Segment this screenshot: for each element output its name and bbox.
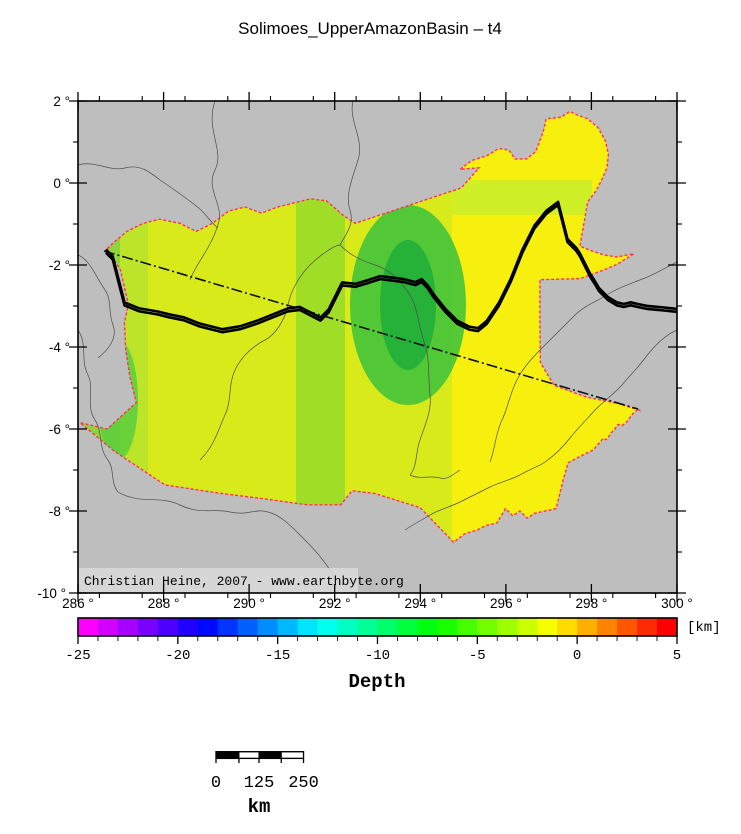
svg-text:288 °: 288 °	[148, 596, 180, 611]
svg-text:-15: -15	[265, 648, 290, 664]
svg-text:296 °: 296 °	[490, 596, 522, 611]
svg-text:Christian Heine, 2007 - www.ea: Christian Heine, 2007 - www.earthbyte.or…	[84, 574, 404, 589]
svg-text:km: km	[248, 796, 271, 818]
svg-text:125: 125	[244, 774, 275, 793]
svg-text:-4 °: -4 °	[49, 340, 70, 355]
svg-text:-6 °: -6 °	[49, 422, 70, 437]
svg-text:-5: -5	[469, 648, 486, 664]
svg-text:-2 °: -2 °	[49, 258, 70, 273]
svg-text:298 °: 298 °	[576, 596, 608, 611]
svg-text:-8 °: -8 °	[49, 504, 70, 519]
svg-text:294 °: 294 °	[404, 596, 436, 611]
svg-text:0: 0	[573, 648, 581, 664]
svg-text:-10: -10	[365, 648, 390, 664]
svg-text:300 °: 300 °	[661, 596, 693, 611]
svg-text:Depth: Depth	[348, 671, 405, 693]
svg-text:2 °: 2 °	[53, 94, 70, 109]
svg-text:0: 0	[211, 774, 221, 793]
svg-text:286 °: 286 °	[62, 596, 94, 611]
svg-text:-25: -25	[65, 648, 90, 664]
svg-text:250: 250	[288, 774, 319, 793]
svg-text:[km]: [km]	[687, 620, 721, 636]
svg-text:-20: -20	[165, 648, 190, 664]
svg-text:Solimoes_UpperAmazonBasin – t4: Solimoes_UpperAmazonBasin – t4	[238, 19, 502, 38]
svg-text:290 °: 290 °	[233, 596, 265, 611]
svg-text:292 °: 292 °	[319, 596, 351, 611]
svg-text:5: 5	[673, 648, 681, 664]
svg-text:0 °: 0 °	[53, 176, 70, 191]
